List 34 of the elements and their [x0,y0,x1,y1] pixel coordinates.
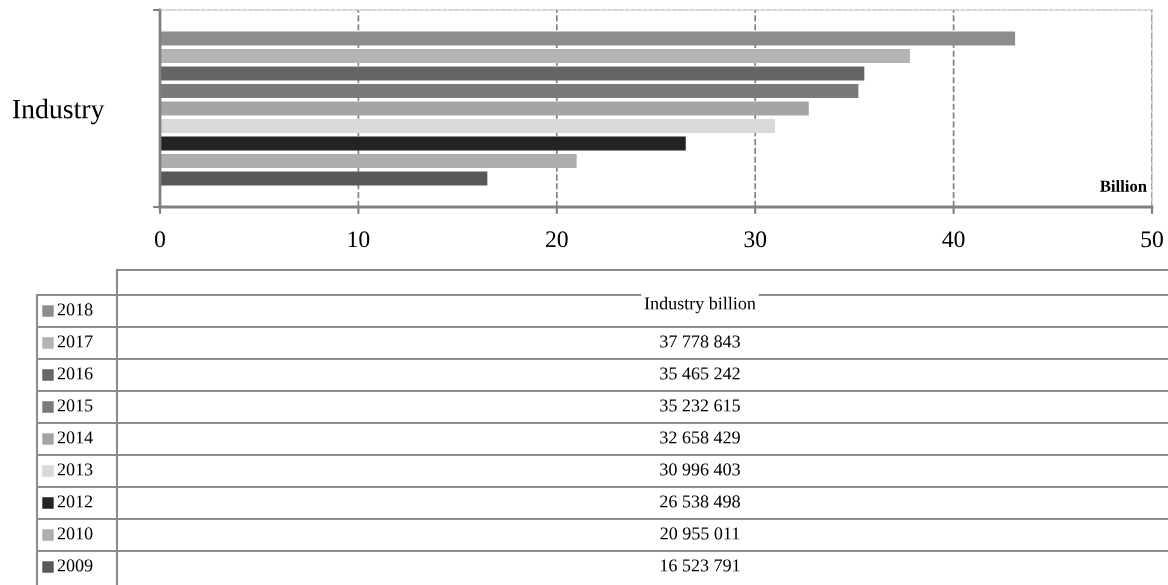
bar [160,48,910,63]
text: 35 232 615 [660,399,740,412]
text: Industry billion [644,296,756,314]
bar [160,136,686,151]
bar [160,66,865,81]
text: 26 538 498 [660,495,740,508]
legend-label: 2018 [57,303,93,316]
x-tick-label: 40 [942,231,965,248]
bar [160,171,488,186]
text: 20 955 011 [660,527,740,540]
bar [160,101,809,116]
legend-label: 2013 [57,463,93,476]
x-tick-label: 50 [1141,231,1163,248]
text: 32 658 429 [660,431,740,444]
bar [160,154,577,169]
x-tick-label: 10 [348,231,370,248]
text: 30 996 403 [660,463,740,476]
legend-label: 2012 [57,495,93,508]
legend-label: 2017 [57,335,93,348]
legend-label: 2009 [57,559,93,572]
text: 35 465 242 [660,367,740,380]
y-tick-label: Industry [12,98,105,125]
legend-label: 2010 [57,527,93,540]
legend-label: 2016 [57,367,93,380]
x-tick-label: 20 [546,231,568,248]
x-tick-label: 30 [744,231,767,248]
legend-label: 2015 [57,399,93,412]
legend-label: 2014 [57,431,93,444]
text: 37 778 843 [660,335,740,348]
text: 16 523 791 [660,559,740,572]
x-axis-title: Billion [1100,180,1147,192]
x-tick-label: 0 [155,231,165,248]
bar [160,31,1016,46]
bar [160,119,776,134]
